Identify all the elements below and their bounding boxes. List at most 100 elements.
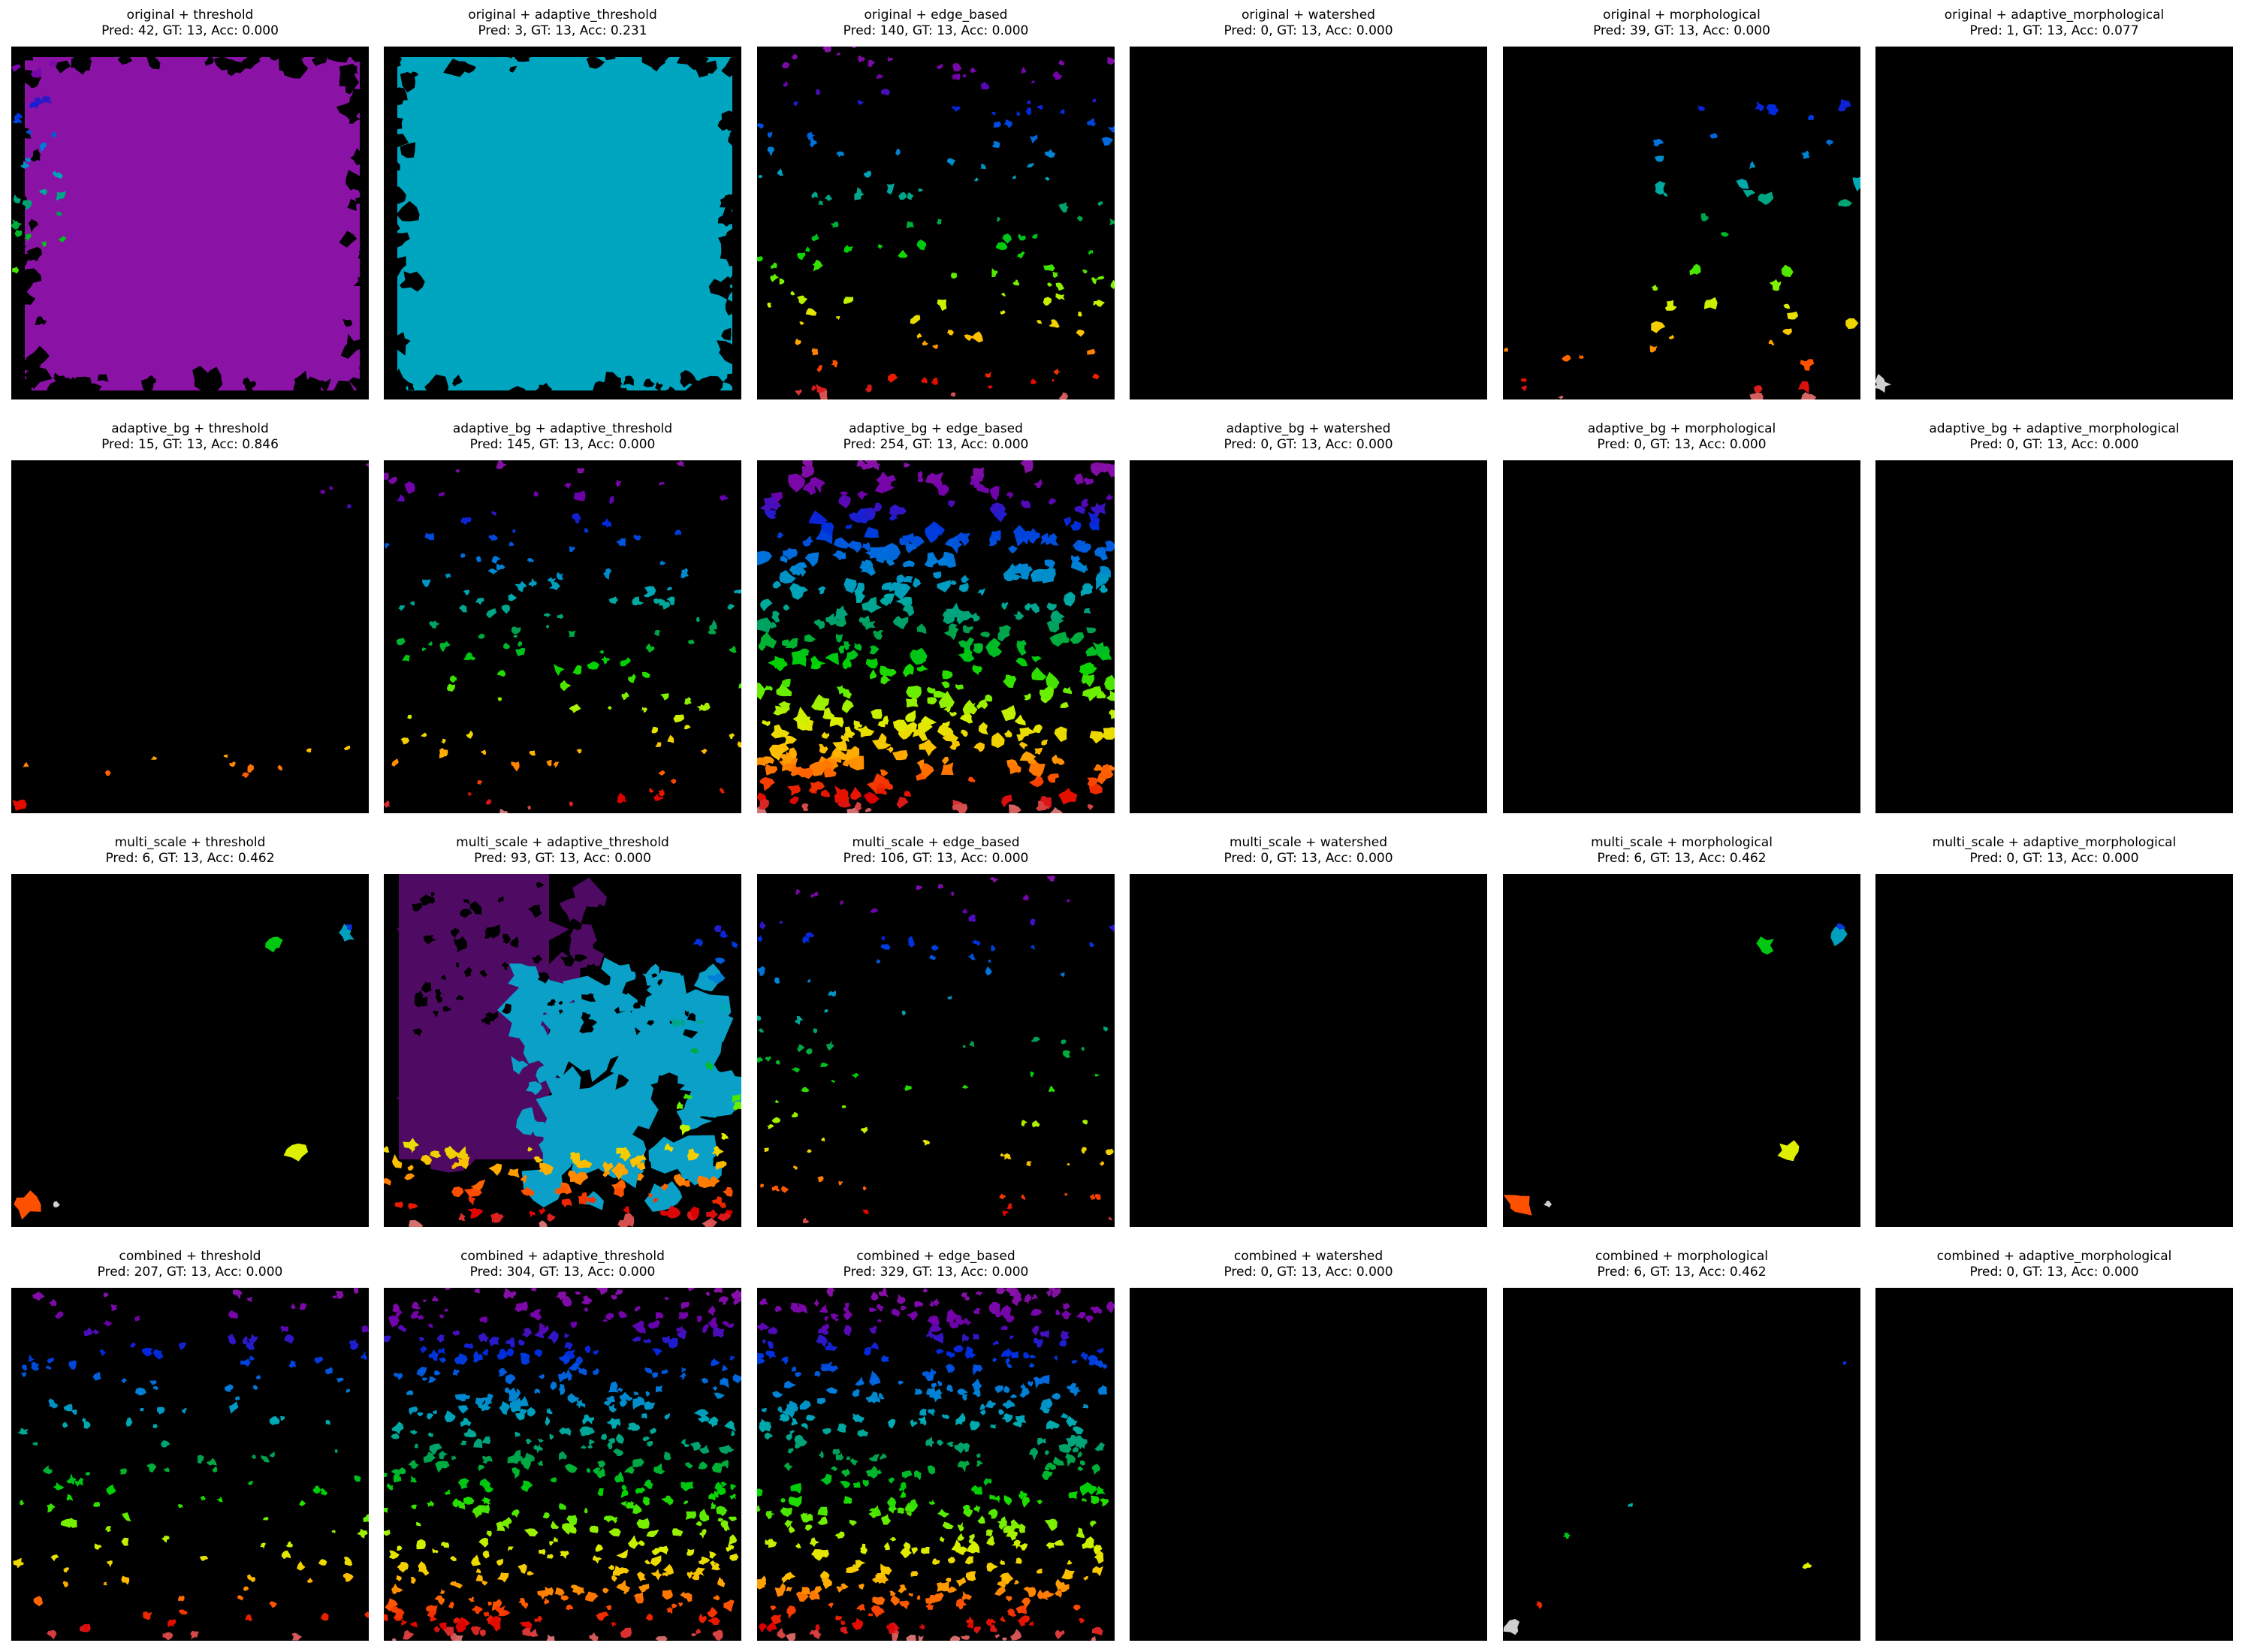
segment-region	[673, 714, 685, 723]
segment-region	[699, 1445, 710, 1455]
segment-region	[30, 149, 41, 162]
segment-region	[843, 297, 854, 305]
segment-region	[529, 750, 536, 756]
segment-region	[828, 1602, 834, 1609]
segment-region	[246, 1296, 253, 1303]
panel-method-label: combined + adaptive_morphological	[1936, 1249, 2172, 1264]
segment-region	[385, 56, 403, 71]
segment-region	[460, 909, 472, 918]
segment-region	[907, 221, 914, 229]
segment-region	[11, 306, 19, 320]
segment-region	[904, 463, 910, 468]
segment-region	[760, 598, 773, 612]
segment-region	[331, 1529, 336, 1534]
segment-region	[842, 1105, 846, 1108]
segment-region	[952, 62, 962, 72]
segment-region	[970, 480, 980, 488]
segment-region	[1082, 1536, 1094, 1549]
segment-region	[391, 1605, 400, 1614]
segment-region	[1060, 1330, 1070, 1340]
segment-region	[204, 56, 214, 66]
segment-region	[497, 697, 502, 701]
segment-region	[361, 116, 369, 132]
segment-region	[1070, 1421, 1078, 1426]
segment-region	[586, 56, 605, 69]
segment-region	[178, 1609, 188, 1615]
segment-region	[1032, 1120, 1040, 1128]
segment-region	[121, 1378, 128, 1384]
segment-region	[1109, 218, 1115, 226]
segment-region	[871, 1342, 879, 1350]
segment-region	[1040, 532, 1050, 545]
segment-region	[660, 693, 669, 701]
segment-region	[248, 1480, 253, 1485]
segment-region	[515, 1021, 550, 1051]
segment-region	[1030, 1308, 1043, 1316]
segment-region	[1062, 1050, 1070, 1058]
segment-region	[1009, 804, 1021, 813]
segment-region	[1002, 1402, 1008, 1407]
segment-region	[643, 1479, 653, 1489]
segment-region	[993, 121, 1002, 128]
segment-region	[632, 596, 644, 606]
segment-region	[561, 1198, 570, 1208]
segment-region	[957, 1533, 964, 1541]
segment-region	[799, 321, 804, 325]
segment-region	[869, 1370, 881, 1386]
segment-region	[521, 1186, 535, 1196]
segment-region	[1094, 1549, 1104, 1564]
segment-region	[765, 764, 778, 776]
segment-region	[641, 707, 647, 713]
segment-region	[765, 1350, 777, 1359]
segment-region	[1003, 729, 1012, 737]
segment-region	[456, 1156, 470, 1170]
segment-region	[992, 1340, 1000, 1346]
segment-region	[638, 990, 653, 1002]
segment-region	[530, 1628, 539, 1637]
segment-region	[418, 1561, 430, 1576]
segment-region	[463, 1497, 475, 1505]
segment-region	[699, 1531, 705, 1539]
segment-region	[358, 249, 369, 260]
segment-region	[927, 697, 937, 705]
panel-stats-label: Pred: 6, GT: 13, Acc: 0.462	[1597, 851, 1767, 866]
segment-region	[610, 1515, 618, 1524]
segment-region	[623, 885, 628, 891]
segment-region	[151, 393, 164, 399]
panel-method-label: adaptive_bg + morphological	[1587, 421, 1776, 436]
segmentation-mask	[757, 47, 1115, 399]
segment-region	[760, 1183, 765, 1188]
segment-region	[928, 1409, 936, 1417]
segment-region	[671, 912, 677, 918]
segment-region	[1536, 1601, 1543, 1609]
segment-region	[91, 1329, 99, 1335]
segment-region	[1073, 1426, 1084, 1435]
segment-region	[807, 1149, 812, 1153]
segment-region	[584, 1307, 588, 1312]
segment-region	[925, 1436, 935, 1448]
segment-region	[458, 604, 467, 613]
segment-region	[950, 392, 956, 397]
segment-region	[835, 634, 843, 643]
segment-region	[284, 1334, 294, 1344]
segment-region	[667, 734, 674, 743]
segment-region	[719, 494, 729, 502]
segment-region	[478, 1537, 489, 1548]
segment-region	[688, 639, 695, 644]
segment-region	[853, 1481, 861, 1488]
segment-region	[1055, 758, 1065, 765]
segment-region	[889, 504, 907, 517]
segment-region	[1045, 149, 1056, 158]
segment-region	[1034, 747, 1043, 755]
segment-region	[720, 1377, 729, 1388]
segment-region	[394, 1373, 400, 1378]
segment-region	[996, 242, 1008, 251]
segment-region	[283, 1143, 309, 1162]
segment-region	[261, 1455, 270, 1463]
segment-region	[820, 1063, 828, 1068]
segment-region	[636, 1324, 646, 1334]
segment-region	[491, 556, 501, 564]
segment-region	[291, 1632, 303, 1641]
segment-region	[391, 238, 400, 246]
segment-region	[505, 1373, 516, 1385]
